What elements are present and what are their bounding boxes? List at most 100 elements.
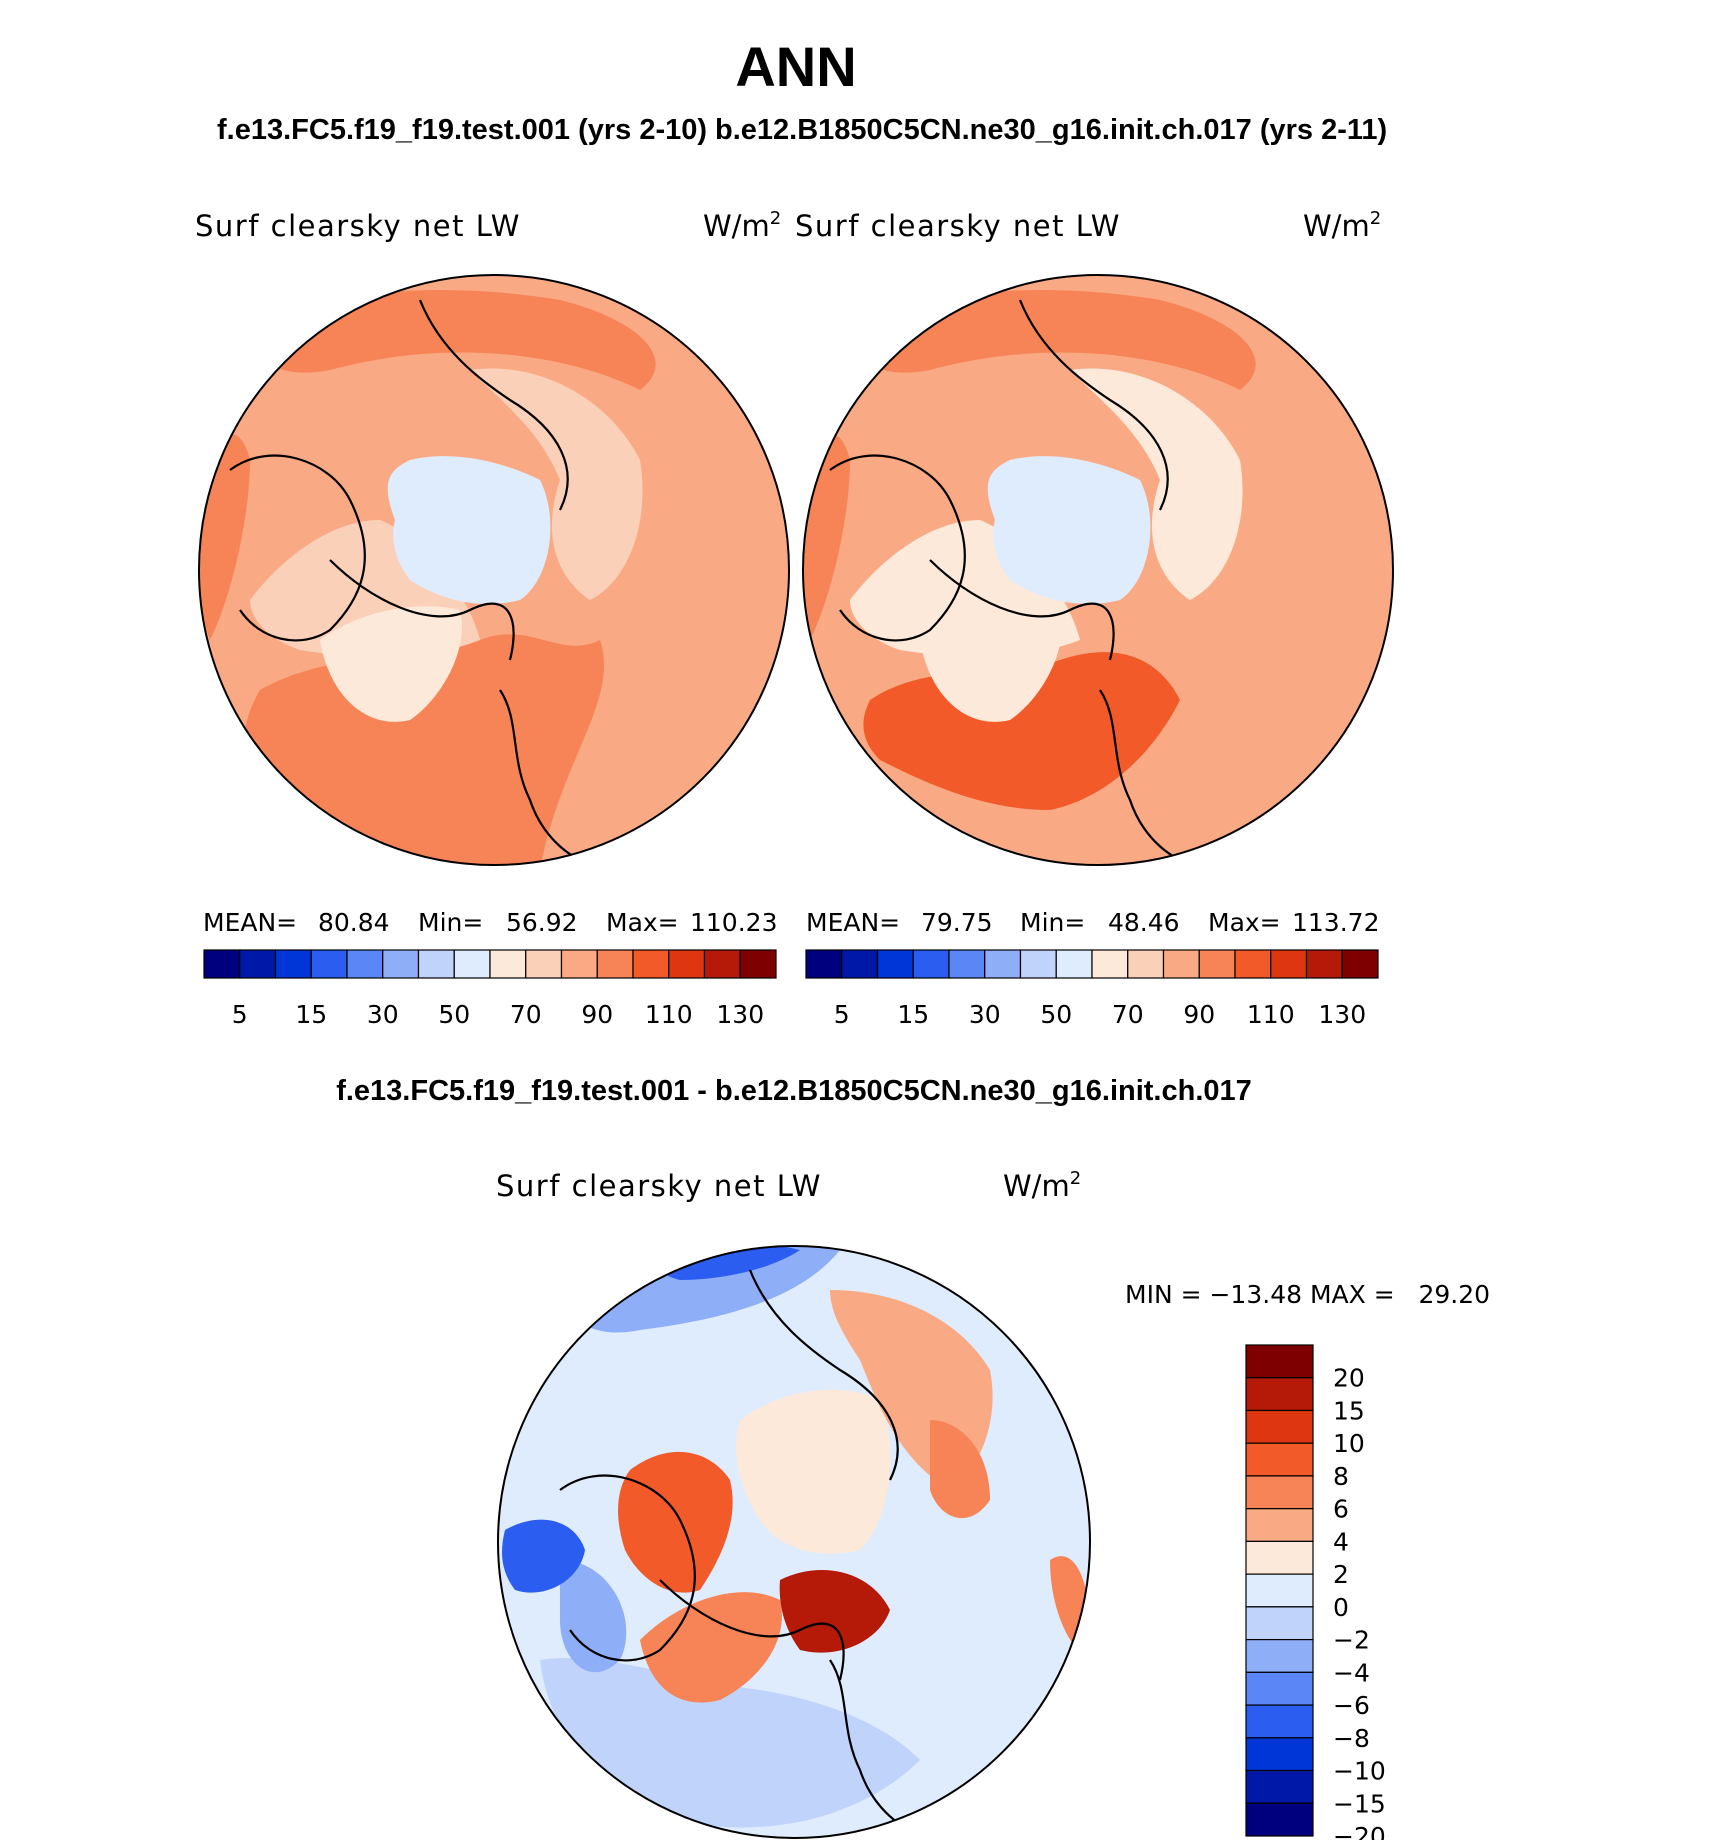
colorbar-swatch [1245,1606,1314,1641]
colorbar-swatch [1055,949,1093,979]
colorbar-swatch [346,949,384,979]
map-b-coast-4 [1099,689,1181,861]
colorbar-swatch [1198,949,1236,979]
map-a-north-atlantic [243,634,604,865]
map-a-coast-1 [229,454,366,642]
colorbar-swatch [1245,1475,1314,1510]
map-a-colorbar: 5 15 30 50 70 90 110 130 [203,949,777,1029]
map-a-mean-value: 80.84 [318,908,390,937]
map-b-coast-1 [829,454,966,642]
map-b-coast-2 [929,559,1115,661]
map-b-min-value: 48.46 [1108,908,1180,937]
map-c-coast-3 [748,1269,899,1481]
map-c-variable: Surf clearsky net LW [496,1169,822,1203]
colorbar-tick-label: 90 [581,1000,613,1029]
colorbar-swatch [805,949,843,979]
colorbar-swatch [1245,1377,1314,1412]
map-a-field [199,275,789,865]
map-b-colorbar: 5 15 30 50 70 90 110 130 [805,949,1379,1029]
map-c-greenland [640,1592,782,1703]
map-b-mean-value: 79.75 [921,908,993,937]
colorbar-swatch [668,949,706,979]
map-c-arctic-center [736,1389,891,1554]
map-c-min-max: MIN = −13.48 MAX = 29.20 [1125,1280,1490,1309]
colorbar-swatch [310,949,348,979]
map-a-greenland [320,606,462,722]
map-c-field [498,1246,1090,1838]
colorbar-tick-label: 0 [1333,1593,1349,1622]
colorbar-swatch [417,949,455,979]
colorbar-swatch [1245,1737,1314,1772]
map-b-units: W/m2 [1303,208,1381,243]
map-a-coast-2 [329,559,515,661]
colorbar-swatch [1245,1442,1314,1477]
colorbar-swatch [525,949,563,979]
colorbar-tick-label: −2 [1333,1626,1370,1655]
map-c-siberia-rim [930,1420,990,1519]
map-a-mean-label: MEAN= [203,908,297,937]
colorbar-swatch [596,949,634,979]
colorbar-swatch [274,949,312,979]
colorbar-tick-label: 15 [295,1000,327,1029]
map-c-units: W/m2 [1003,1168,1081,1203]
map-a-coast-4 [499,689,581,861]
map-a-variable: Surf clearsky net LW [195,209,521,243]
map-a-max-label: Max= [606,908,679,937]
map-a-boundary [198,274,790,866]
map-c-coast-1 [559,1474,696,1662]
colorbar-swatch [1245,1704,1314,1739]
map-b-mean-label: MEAN= [806,908,900,937]
colorbar-tick-label: −4 [1333,1658,1370,1687]
colorbar-swatch [1162,949,1200,979]
colorbar-swatch [1341,949,1379,979]
season-title: ANN [735,35,856,98]
colorbar-tick-label: 70 [1112,1000,1144,1029]
map-a-min-value: 56.92 [506,908,578,937]
colorbar-tick-label: 10 [1333,1429,1365,1458]
colorbar-swatch [560,949,598,979]
colorbar-tick-label: 30 [367,1000,399,1029]
map-b-coast-3 [1018,299,1169,511]
colorbar-tick-label: 2 [1333,1560,1349,1589]
colorbar-tick-label: −6 [1333,1691,1370,1720]
colorbar-swatch [984,949,1022,979]
map-b-siberia [1070,368,1243,600]
map-c-atlantic-ocean [540,1657,920,1828]
colorbar-swatch [912,949,950,979]
colorbar-swatch [1245,1671,1314,1706]
colorbar-tick-label: −10 [1333,1757,1386,1786]
colorbar-swatch [382,949,420,979]
map-panel-control: Surf clearsky net LW W/m2 MEAN= 79.75 Mi… [795,208,1394,1029]
map-b-min-label: Min= [1020,908,1085,937]
colorbar-tick-label: 15 [1333,1396,1365,1425]
map-c-hudson-bay [502,1519,585,1593]
colorbar-tick-label: 130 [1318,1000,1366,1029]
map-b-boundary [802,274,1394,866]
colorbar-tick-label: 15 [897,1000,929,1029]
colorbar-swatch [1091,949,1129,979]
colorbar-tick-label: 70 [510,1000,542,1029]
colorbar-swatch [489,949,527,979]
colorbar-swatch [703,949,741,979]
colorbar-swatch [948,949,986,979]
colorbar-tick-label: 30 [969,1000,1001,1029]
map-a-arctic-ocean [387,456,551,604]
colorbar-tick-label: 5 [232,1000,248,1029]
map-b-arctic-ocean [987,456,1151,604]
diff-title: f.e13.FC5.f19_f19.test.001 - b.e12.B1850… [336,1075,1252,1107]
map-b-field [803,275,1393,865]
map-c-atlantic-medium [560,1560,627,1673]
map-a-units: W/m2 [703,208,781,243]
case-title-right: b.e12.B1850C5CN.ne30_g16.init.ch.017 (yr… [715,114,1387,146]
map-b-greenland [920,606,1062,722]
colorbar-swatch [203,949,241,979]
map-c-greenland-sea [779,1570,890,1653]
colorbar-tick-label: −8 [1333,1724,1370,1753]
colorbar-swatch [1270,949,1308,979]
map-a-max-value: 110.23 [690,908,777,937]
colorbar-swatch [1245,1409,1314,1444]
map-a-min-label: Min= [418,908,483,937]
map-b-variable: Surf clearsky net LW [795,209,1121,243]
map-c-coast-2 [659,1579,845,1681]
